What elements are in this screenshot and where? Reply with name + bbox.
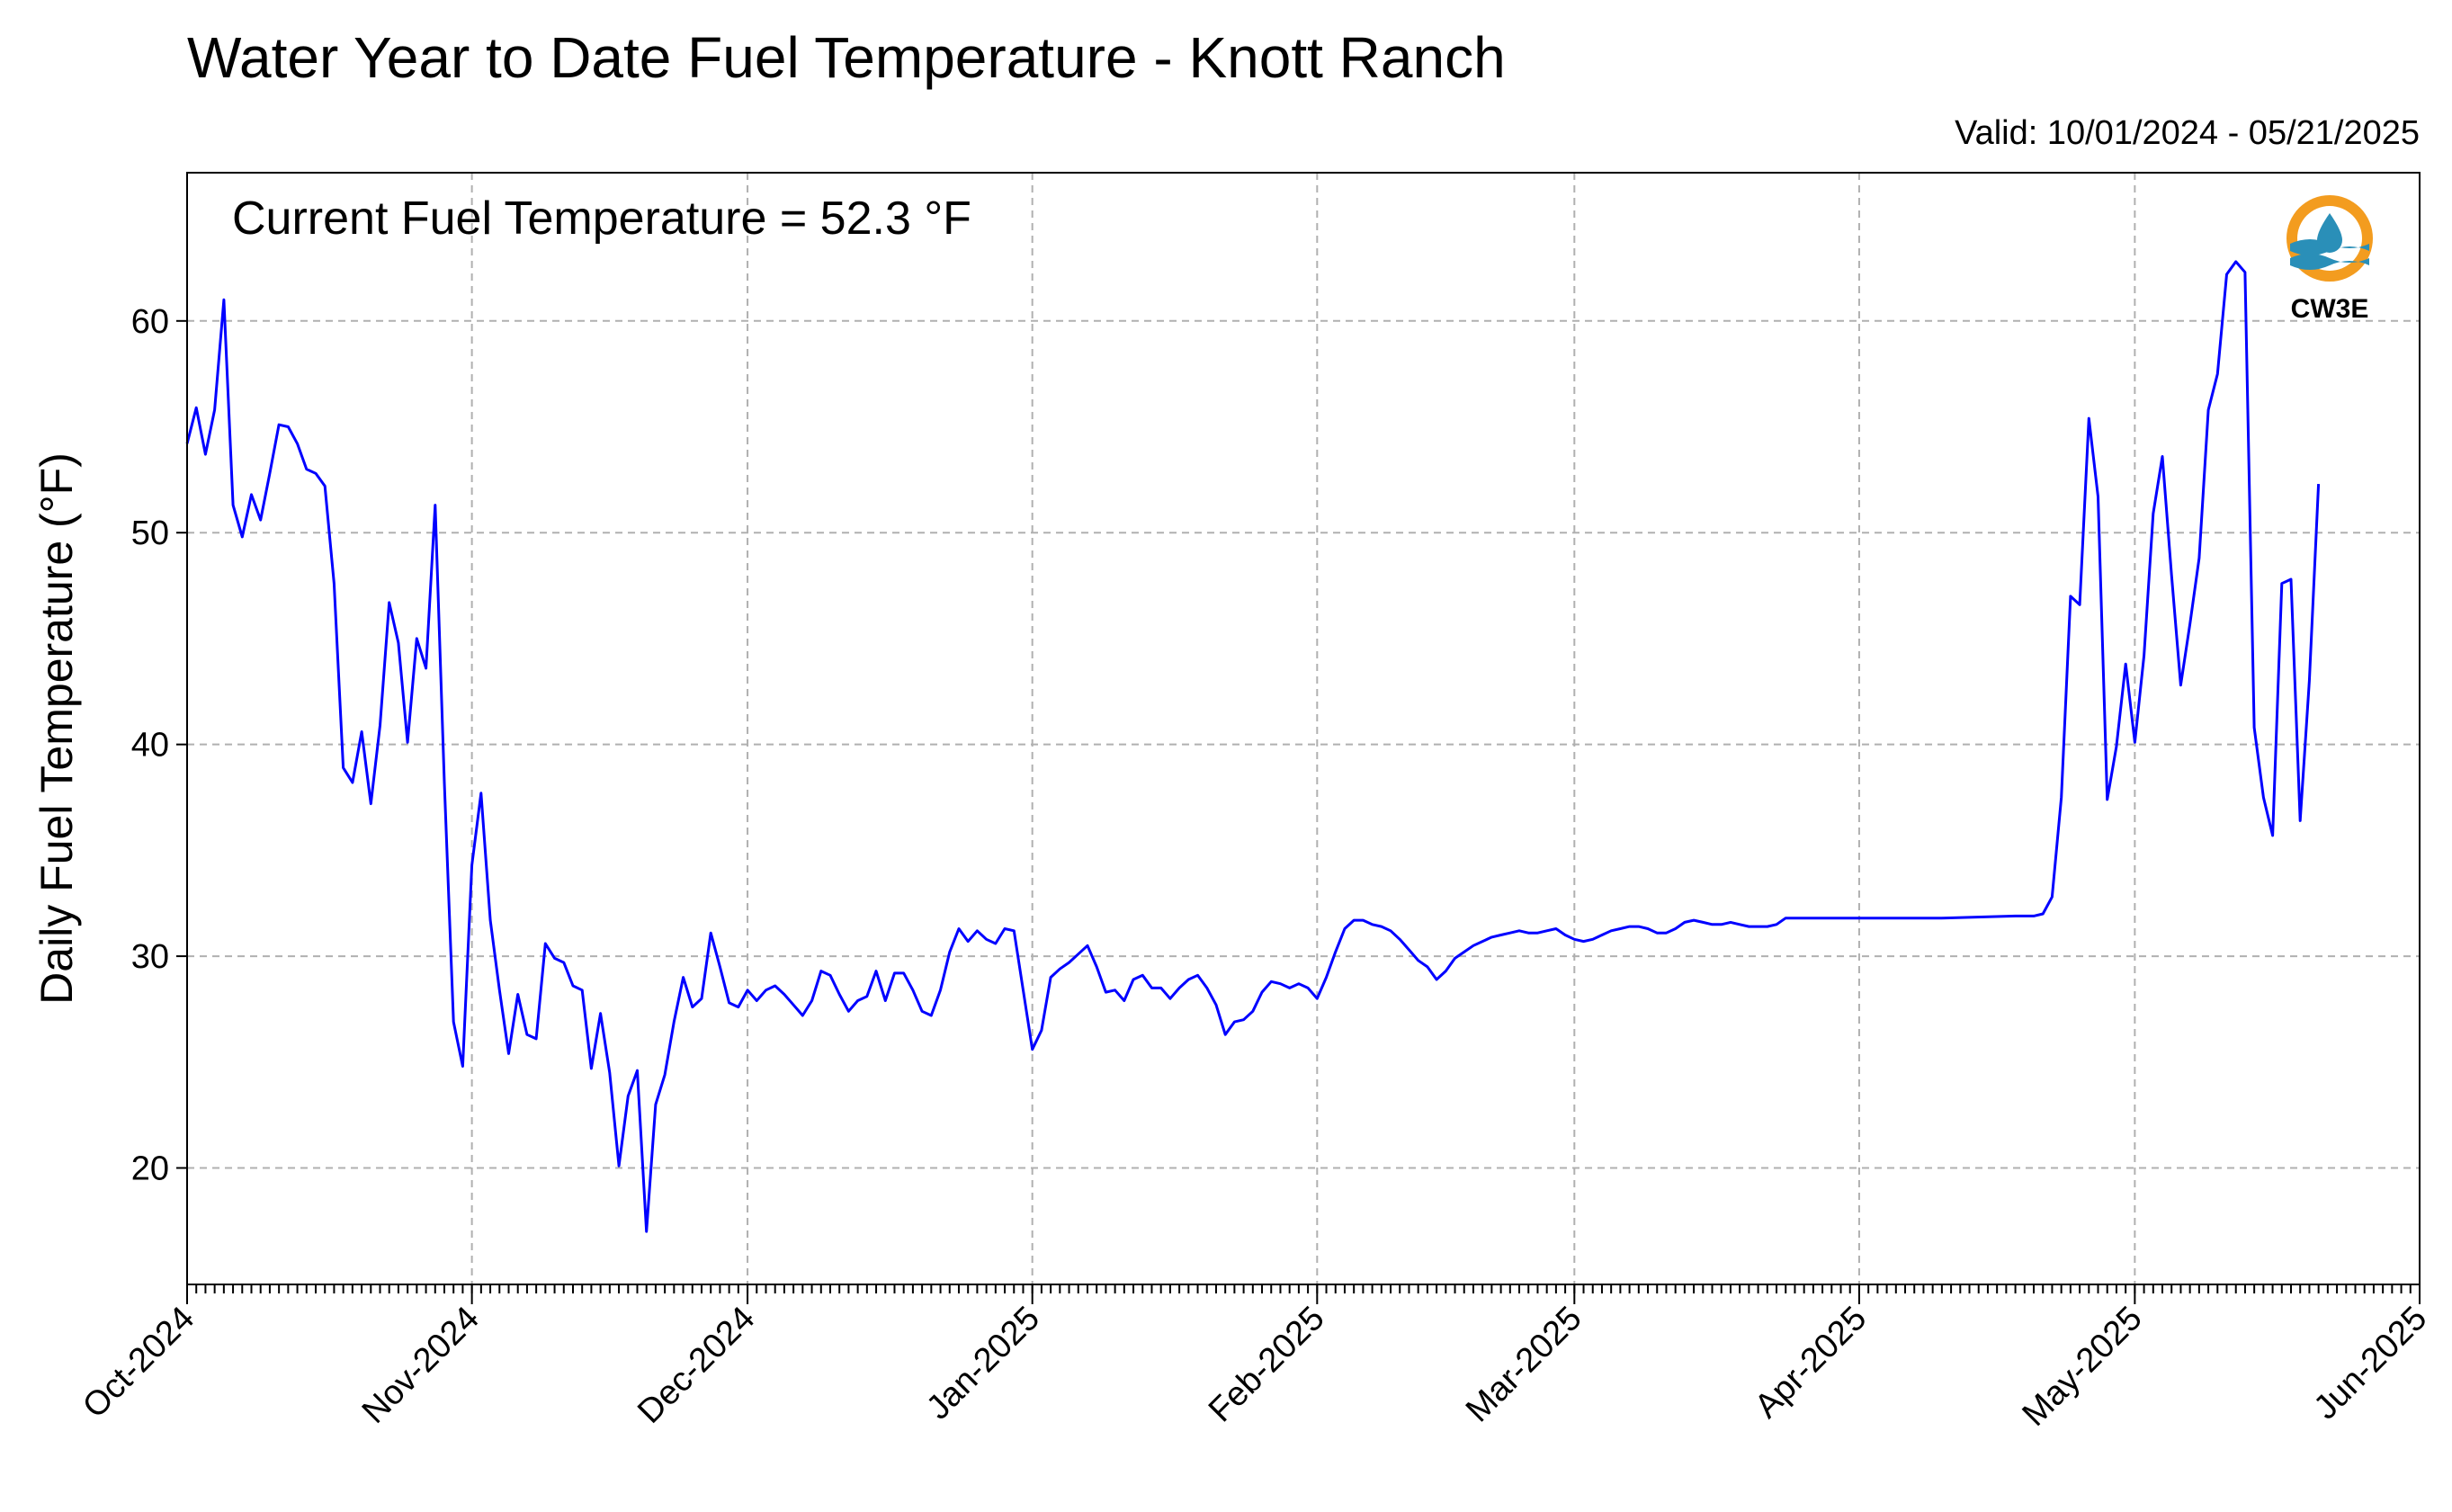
cw3e-logo: CW3E (2286, 195, 2373, 324)
y-axis: 20 30 40 50 60 (131, 303, 187, 1188)
current-fuel-temperature-annotation: Current Fuel Temperature = 52.3 °F (232, 192, 971, 245)
x-tick-label: Feb-2025 (1202, 1300, 1332, 1430)
x-tick-label: Jan-2025 (919, 1300, 1047, 1427)
cw3e-drop-icon (2286, 195, 2373, 282)
logo-text: CW3E (2291, 294, 2369, 324)
chart-title: Water Year to Date Fuel Temperature - Kn… (187, 25, 1506, 90)
y-tick-label: 60 (131, 303, 169, 341)
y-tick-label: 20 (131, 1150, 169, 1188)
x-tick-label: May-2025 (2016, 1300, 2150, 1434)
y-tick-label: 50 (131, 514, 169, 552)
x-tick-label: Oct-2024 (76, 1300, 201, 1426)
y-tick-label: 30 (131, 938, 169, 976)
x-tick-label: Nov-2024 (355, 1300, 487, 1431)
x-axis: Oct-2024 Nov-2024 Dec-2024 Jan-2025 Feb-2025… (76, 1284, 2434, 1434)
series-line-fuel-temperature (185, 260, 2321, 1233)
x-tick-label: Mar-2025 (1459, 1300, 1589, 1430)
plot-frame (186, 172, 2421, 1285)
valid-range-subtitle: Valid: 10/01/2024 - 05/21/2025 (1955, 114, 2420, 152)
y-axis-label: Daily Fuel Temperature (°F) (31, 452, 82, 1005)
x-tick-label: Dec-2024 (631, 1300, 762, 1431)
x-tick-label: Jun-2025 (2307, 1300, 2435, 1427)
grid-layer (187, 173, 2420, 1284)
x-tick-label: Apr-2025 (1748, 1300, 1874, 1426)
minor-ticks (186, 1284, 2421, 1293)
y-tick-label: 40 (131, 727, 169, 765)
